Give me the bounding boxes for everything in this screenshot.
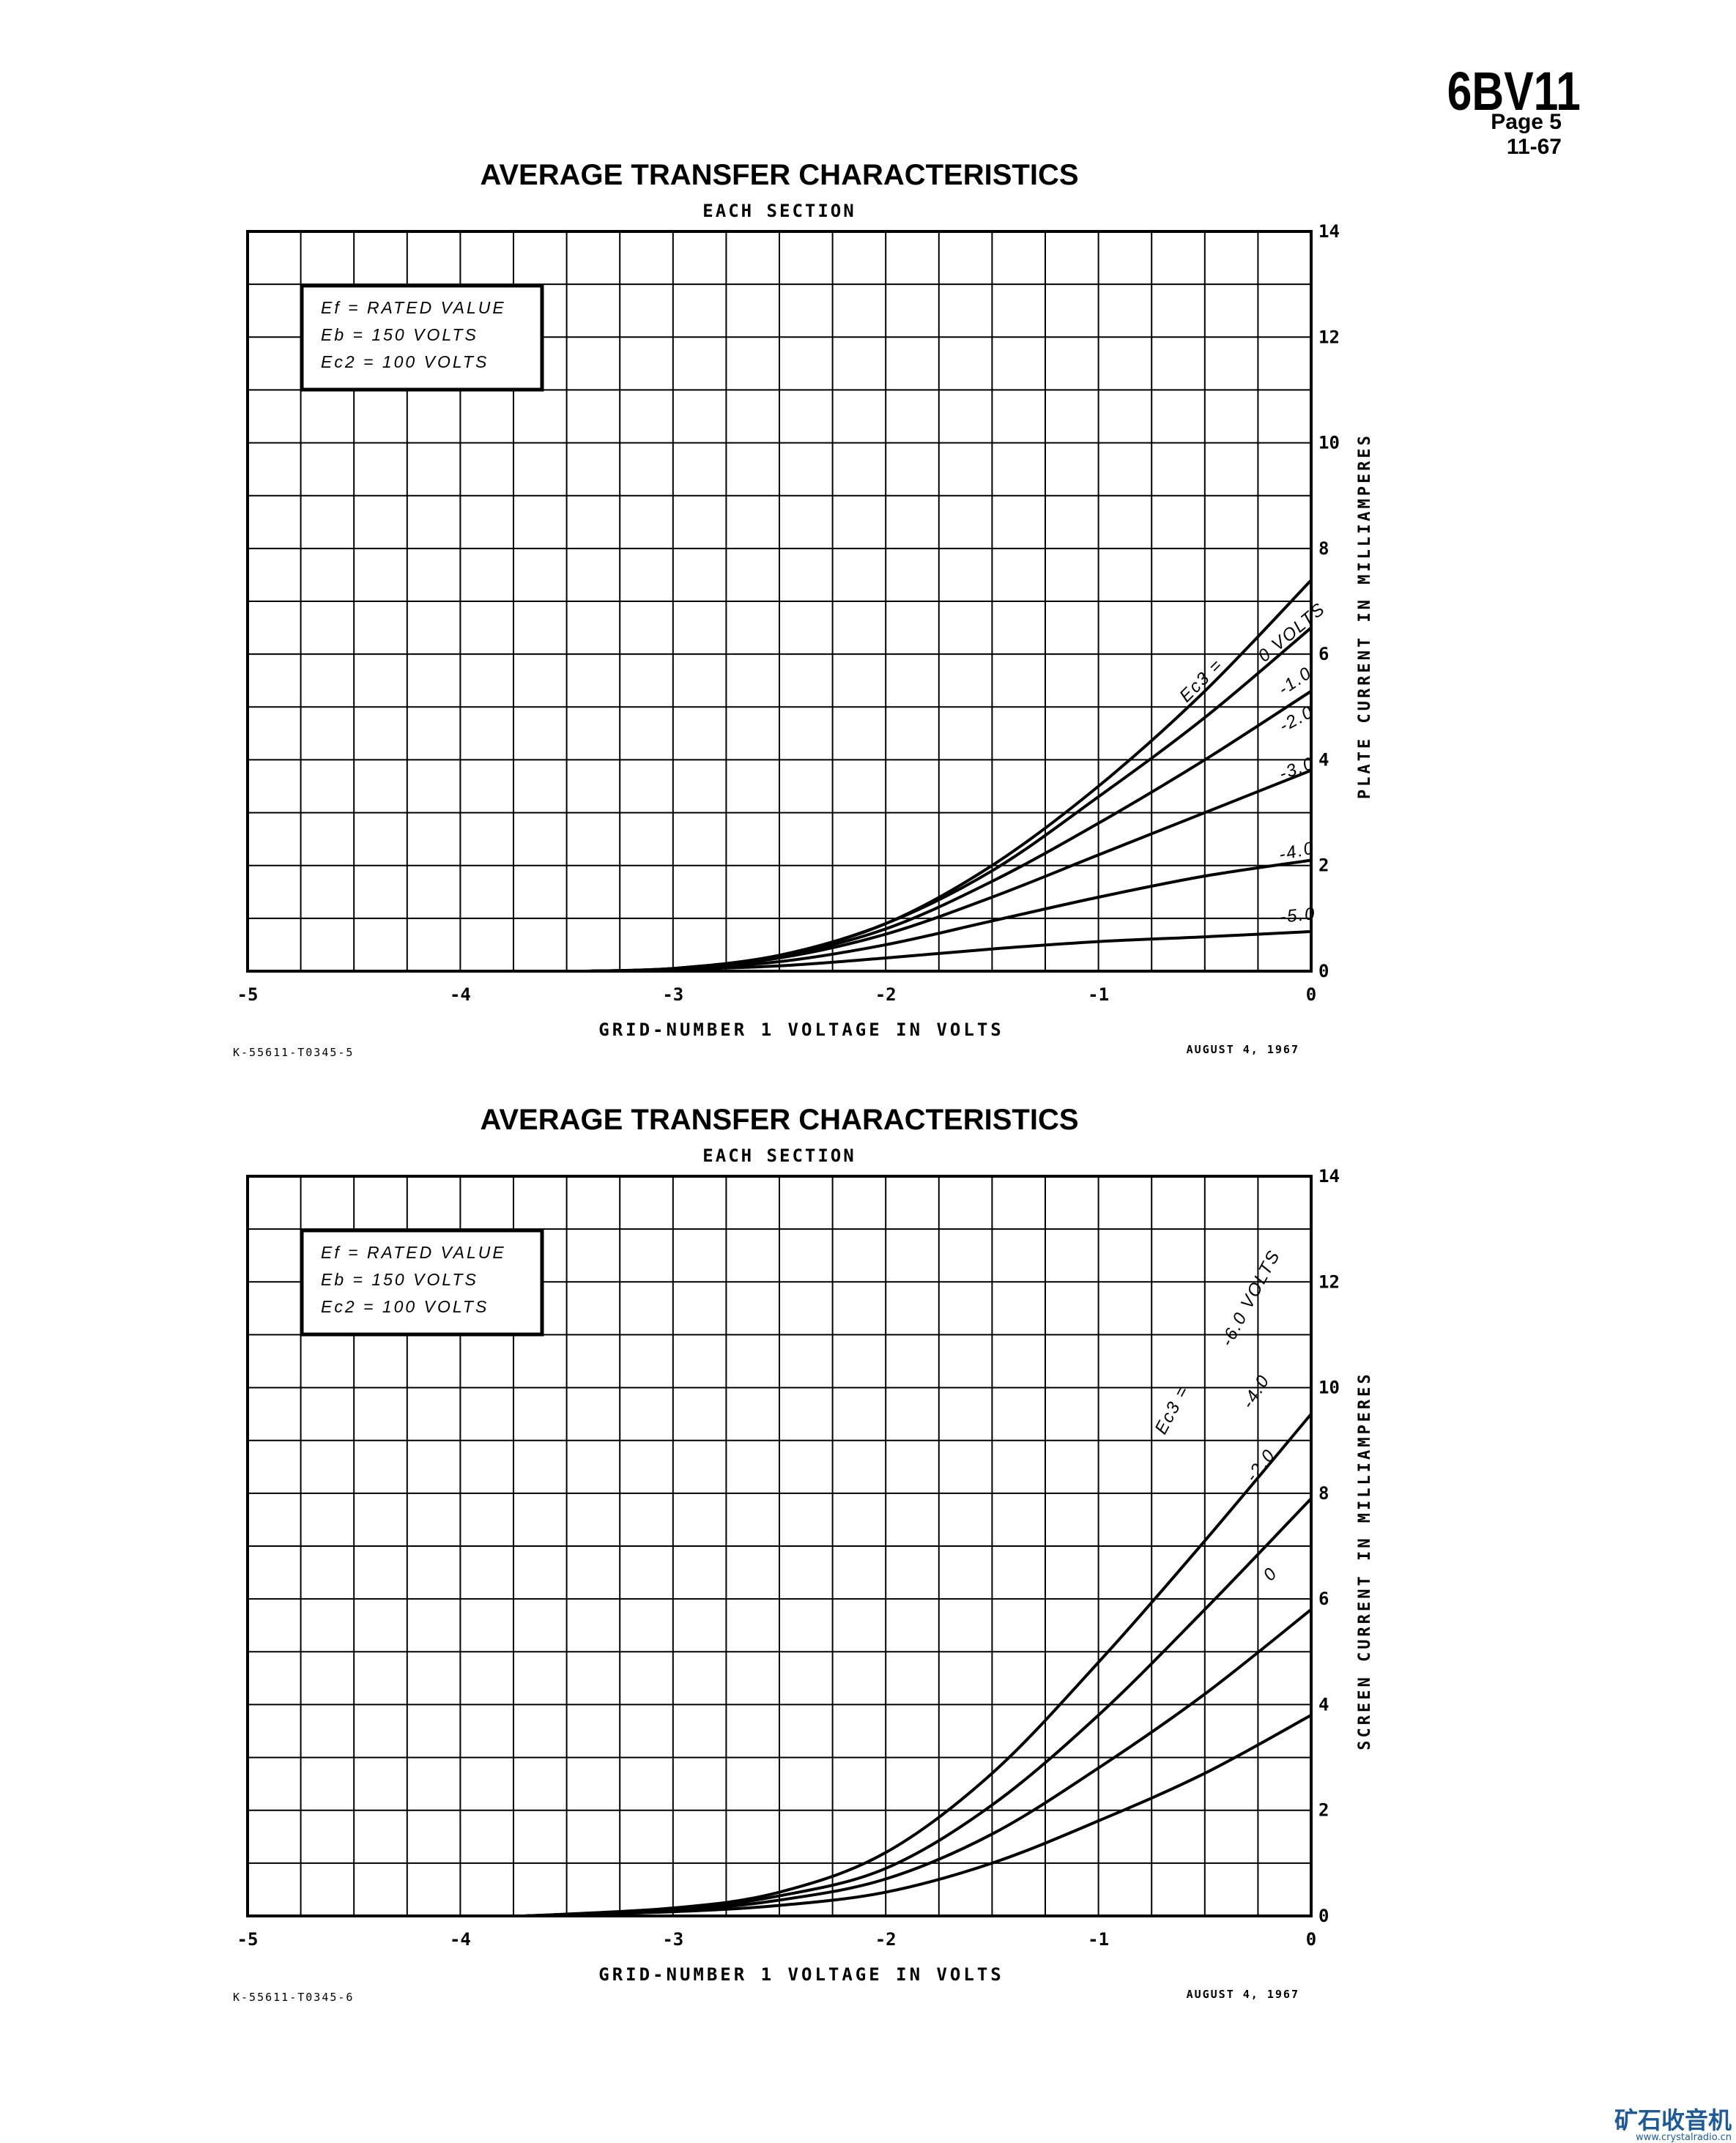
series-label: -4.0 — [1238, 1371, 1274, 1412]
series-curve — [524, 1413, 1313, 1917]
series-label: -5.0 — [1279, 904, 1317, 927]
y-tick-label: 10 — [1318, 433, 1340, 453]
series-label-prefix: Ec3 = — [1176, 655, 1227, 706]
x-tick-label: -1 — [1088, 984, 1109, 1005]
condition-text: Ec2 = 100 VOLTS — [321, 1297, 489, 1316]
condition-text: Eb = 150 VOLTS — [321, 1270, 478, 1289]
conditions-box — [300, 283, 544, 392]
series-curve — [587, 689, 1313, 973]
drawing-date: AUGUST 4, 1967 — [1187, 1043, 1299, 1056]
drawing-date: AUGUST 4, 1967 — [1187, 1988, 1299, 2001]
condition-text: Ec2 = 100 VOLTS — [321, 352, 489, 371]
y-tick-label: 6 — [1318, 1589, 1329, 1609]
x-tick-label: 0 — [1306, 984, 1316, 1005]
y-tick-label: 6 — [1318, 644, 1329, 664]
y-tick-label: 4 — [1318, 749, 1329, 770]
series-curve — [524, 1497, 1313, 1917]
y-axis-label: PLATE CURRENT IN MILLIAMPERES — [1356, 433, 1374, 799]
watermark-logo: 矿石收音机 www.crystalradio.cn — [1588, 2108, 1732, 2143]
condition-text: Ef = RATED VALUE — [321, 1243, 506, 1262]
conditions-box — [300, 1228, 544, 1337]
x-tick-label: -1 — [1088, 1929, 1109, 1950]
x-tick-label: -5 — [237, 1929, 259, 1950]
series-label: -1.0 — [1275, 663, 1316, 699]
plate-current-chart: AVERAGE TRANSFER CHARACTERISTICS EACH SEC… — [233, 159, 1374, 1059]
series-label: 0 — [1259, 1564, 1281, 1585]
y-tick-label: 8 — [1318, 538, 1329, 559]
chart-subtitle: EACH SECTION — [702, 201, 856, 221]
series-curve — [587, 768, 1312, 973]
chart-title: AVERAGE TRANSFER CHARACTERISTICS — [480, 159, 1078, 191]
y-axis-label: SCREEN CURRENT IN MILLIAMPERES — [1356, 1371, 1374, 1750]
x-tick-label: -4 — [450, 984, 471, 1005]
tube-type-heading: 6BV11 — [1447, 61, 1581, 122]
condition-text: Ef = RATED VALUE — [321, 298, 506, 317]
x-tick-label: 0 — [1306, 1929, 1316, 1950]
condition-text: Eb = 150 VOLTS — [321, 325, 478, 344]
x-tick-label: -4 — [450, 1929, 471, 1950]
x-axis-label: GRID-NUMBER 1 VOLTAGE IN VOLTS — [598, 1019, 1004, 1040]
series-label: -2.0 — [1242, 1445, 1280, 1486]
y-tick-label: 0 — [1318, 961, 1329, 981]
chart-title: AVERAGE TRANSFER CHARACTERISTICS — [480, 1104, 1078, 1136]
y-tick-label: 12 — [1318, 327, 1340, 347]
y-tick-label: 8 — [1318, 1483, 1329, 1504]
revision-date: 11-67 — [1506, 135, 1562, 159]
y-tick-label: 14 — [1318, 221, 1340, 242]
plot-frame — [246, 1175, 1313, 1917]
chart-subtitle: EACH SECTION — [702, 1145, 856, 1166]
x-tick-label: -2 — [875, 1929, 897, 1950]
y-tick-label: 14 — [1318, 1166, 1340, 1186]
x-tick-label: -3 — [662, 984, 683, 1005]
y-tick-label: 4 — [1318, 1694, 1329, 1715]
watermark-text: 矿石收音机 — [1614, 2106, 1732, 2134]
series-curve — [587, 929, 1312, 973]
x-axis-label: GRID-NUMBER 1 VOLTAGE IN VOLTS — [598, 1964, 1004, 1985]
y-tick-label: 2 — [1318, 1800, 1329, 1821]
y-tick-label: 12 — [1318, 1271, 1340, 1292]
series-curve — [524, 1608, 1313, 1917]
y-tick-label: 0 — [1318, 1906, 1329, 1926]
page-number: Page 5 — [1491, 110, 1562, 134]
y-tick-label: 10 — [1318, 1378, 1340, 1398]
x-tick-label: -5 — [237, 984, 259, 1005]
x-tick-label: -3 — [662, 1929, 683, 1950]
watermark-url: www.crystalradio.cn — [1636, 2132, 1732, 2143]
x-tick-label: -2 — [875, 984, 897, 1005]
drawing-number: K-55611-T0345-5 — [233, 1046, 354, 1059]
series-label-prefix: Ec3 = — [1151, 1382, 1193, 1438]
y-tick-label: 2 — [1318, 855, 1329, 876]
plot-frame — [246, 230, 1313, 973]
series-curve — [524, 1714, 1312, 1917]
drawing-number: K-55611-T0345-6 — [233, 1991, 354, 2004]
screen-current-chart: AVERAGE TRANSFER CHARACTERISTICS EACH SEC… — [233, 1104, 1374, 2004]
series-curve — [587, 858, 1312, 973]
